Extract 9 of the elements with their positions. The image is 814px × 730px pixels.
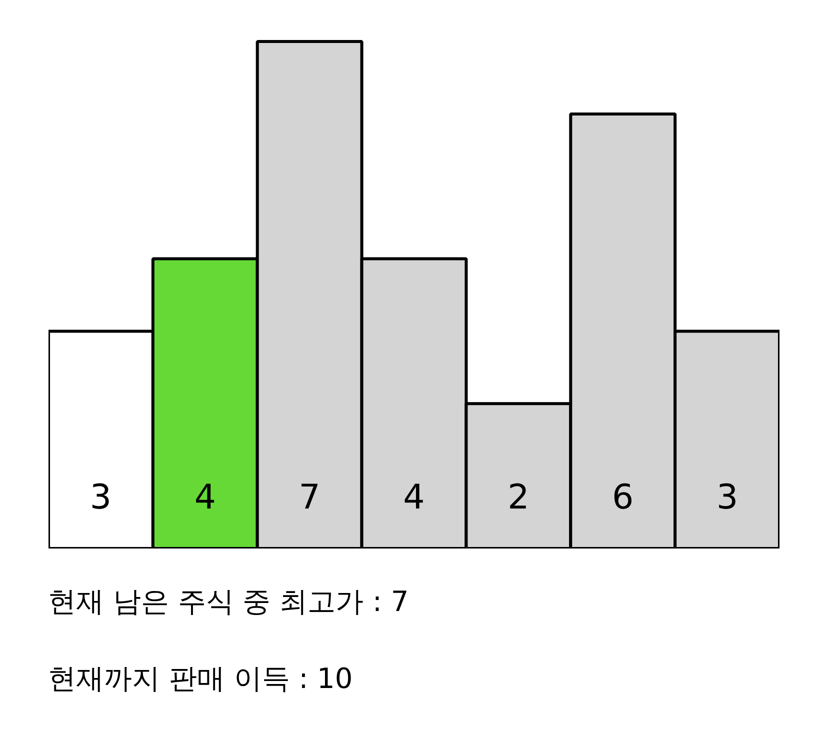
text: 현재 남은 주식 중 최고가 : 7	[48, 584, 409, 620]
text: 현재까지 판매 이득 : 10	[48, 661, 353, 697]
data-label: 4	[194, 478, 216, 518]
data-label: 4	[403, 478, 425, 518]
data-label: 7	[298, 478, 320, 518]
data-label: 2	[508, 478, 530, 518]
data-label: 3	[716, 478, 738, 518]
data-label: 3	[90, 478, 112, 518]
data-label: 6	[612, 478, 634, 518]
